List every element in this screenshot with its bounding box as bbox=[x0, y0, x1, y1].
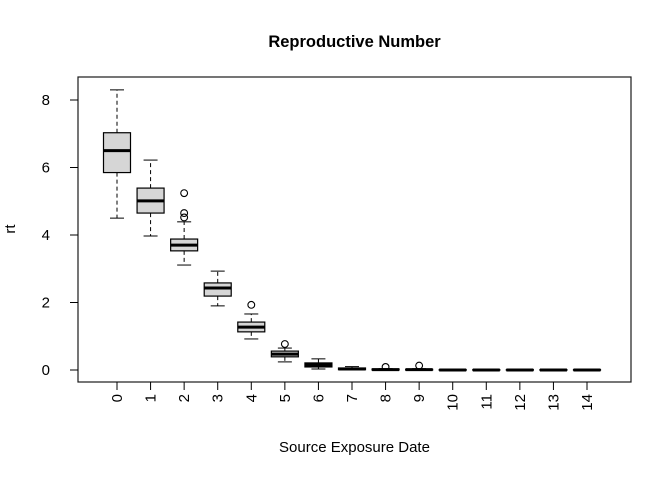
outlier-point bbox=[180, 213, 189, 222]
y-axis-title: rt bbox=[2, 224, 19, 234]
plot-frame bbox=[77, 76, 632, 383]
boxplot-series bbox=[102, 89, 602, 372]
boxplot-group-1 bbox=[136, 159, 165, 237]
iqr-box bbox=[102, 132, 132, 174]
boxplot-group-11 bbox=[472, 368, 501, 372]
outlier-point bbox=[180, 189, 189, 198]
boxplot-group-12 bbox=[505, 368, 534, 372]
x-tick-label: 9 bbox=[411, 394, 428, 402]
chart-title: Reproductive Number bbox=[268, 33, 441, 51]
boxplot-group-9 bbox=[405, 361, 434, 372]
y-tick-label: 6 bbox=[42, 160, 50, 177]
outlier-point bbox=[415, 361, 424, 370]
boxplot-group-0 bbox=[102, 89, 132, 219]
x-tick-label: 5 bbox=[277, 394, 294, 402]
boxplot-group-6 bbox=[304, 358, 333, 370]
y-tick-label: 8 bbox=[42, 92, 50, 109]
outlier-point bbox=[247, 300, 256, 309]
x-tick-label: 8 bbox=[378, 394, 395, 402]
y-axis: 0 2 4 6 8 bbox=[42, 92, 78, 379]
boxplot-group-14 bbox=[572, 368, 602, 372]
y-tick-label: 0 bbox=[42, 362, 50, 379]
iqr-box bbox=[203, 282, 232, 297]
boxplot-group-13 bbox=[539, 368, 568, 372]
outlier-point bbox=[180, 209, 189, 218]
x-tick-label: 12 bbox=[512, 394, 529, 411]
x-tick-label: 11 bbox=[478, 394, 495, 410]
x-tick-label: 13 bbox=[545, 394, 562, 411]
boxplot-group-2 bbox=[170, 189, 199, 266]
x-tick-label: 7 bbox=[344, 394, 361, 402]
x-axis-title: Source Exposure Date bbox=[279, 439, 430, 456]
boxplot-group-4 bbox=[237, 300, 266, 340]
outlier-point bbox=[280, 340, 289, 348]
x-tick-label: 3 bbox=[210, 394, 227, 402]
x-tick-label: 4 bbox=[243, 394, 260, 402]
boxplot-group-7 bbox=[337, 366, 367, 371]
x-tick-label: 6 bbox=[310, 394, 327, 402]
x-tick-label: 0 bbox=[109, 394, 126, 402]
boxplot-group-8 bbox=[371, 363, 400, 372]
x-tick-label: 14 bbox=[579, 394, 596, 411]
outlier-point bbox=[381, 363, 390, 371]
x-tick-label: 1 bbox=[143, 394, 160, 402]
x-axis: 0 1 2 3 4 5 6 7 8 9 10 11 12 13 14 bbox=[109, 382, 596, 411]
y-tick-label: 4 bbox=[42, 227, 50, 244]
x-tick-label: 2 bbox=[176, 394, 193, 402]
y-tick-label: 2 bbox=[42, 295, 50, 312]
x-tick-label: 10 bbox=[445, 394, 462, 411]
boxplot-group-5 bbox=[270, 340, 299, 363]
boxplot-group-3 bbox=[203, 270, 232, 307]
boxplot-group-10 bbox=[438, 368, 467, 372]
